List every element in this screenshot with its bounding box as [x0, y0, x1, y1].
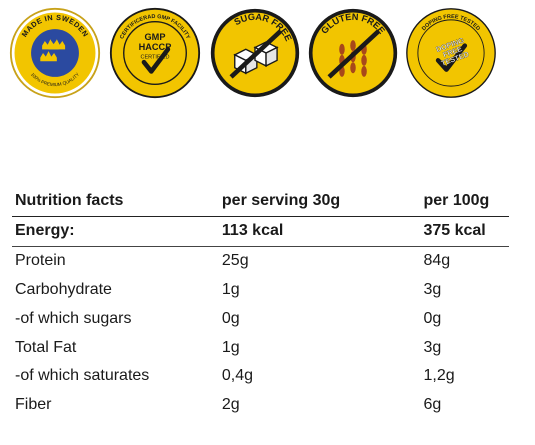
- nutrition-facts-header: Nutrition facts: [12, 186, 222, 217]
- row-serving-value: 25g: [221, 252, 249, 270]
- certified-label: CERTIFIED: [140, 55, 169, 61]
- row-per100-value: 6g: [423, 396, 442, 414]
- row-label: Protein: [15, 252, 66, 270]
- checkmark-icon: [141, 47, 171, 74]
- table-row: Energy: 113 kcal 375 kcal: [12, 216, 509, 247]
- row-serving-value: 1g: [221, 280, 240, 298]
- certification-badges: MADE IN SWEDEN 100% PREMIUM QUALITY CERT…: [0, 0, 535, 110]
- row-label: -of which sugars: [15, 309, 132, 327]
- gmp-haccp-badge: CERTIFICERAD GMP FACILITY GMP HACCP CERT…: [109, 7, 201, 99]
- row-serving-value: 0,4g: [221, 367, 254, 385]
- checkmark-icon: [435, 43, 468, 72]
- row-per100-value: 84g: [423, 252, 451, 270]
- three-crowns-icon: [40, 39, 66, 62]
- sugar-free-badge: SUGAR FREE: [209, 7, 301, 99]
- row-label: Energy:: [12, 216, 222, 247]
- row-serving-value: 2g: [221, 396, 240, 414]
- nutrition-table: Nutrition facts per serving 30g per 100g…: [12, 186, 509, 420]
- row-per100-value: 0g: [423, 309, 442, 327]
- row-serving-value: 113 kcal: [221, 216, 424, 247]
- row-label: Fiber: [15, 396, 52, 414]
- row-per100-value: 3g: [423, 338, 442, 356]
- table-row: Carbohydrate 1g 3g: [12, 276, 509, 305]
- per-serving-header: per serving 30g: [221, 186, 424, 217]
- per-100g-header: per 100g: [423, 186, 509, 217]
- row-per100-value: 1,2g: [423, 367, 455, 385]
- gmp-label: GMP: [145, 32, 166, 42]
- haccp-label: HACCP: [139, 42, 172, 52]
- row-label: -of which saturates: [15, 367, 150, 385]
- table-row: Total Fat 1g 3g: [12, 333, 509, 362]
- doping-free-badge: DOPING FREE TESTED DOPING FREE TESTED: [405, 7, 497, 99]
- row-label: Carbohydrate: [15, 280, 112, 298]
- row-label: Total Fat: [15, 338, 77, 356]
- row-serving-value: 0g: [221, 309, 240, 327]
- made-in-sweden-badge: MADE IN SWEDEN 100% PREMIUM QUALITY: [9, 7, 101, 99]
- row-per100-value: 3g: [423, 280, 442, 298]
- table-row: -of which saturates 0,4g 1,2g: [12, 362, 509, 391]
- table-row: Protein 25g 84g: [12, 246, 509, 275]
- nutrition-header-row: Nutrition facts per serving 30g per 100g: [12, 186, 509, 217]
- table-row: -of which sugars 0g 0g: [12, 304, 509, 333]
- row-per100-value: 375 kcal: [423, 216, 509, 247]
- gluten-free-badge: GLUTEN FREE: [307, 7, 399, 99]
- row-serving-value: 1g: [221, 338, 240, 356]
- table-row: Fiber 2g 6g: [12, 391, 509, 420]
